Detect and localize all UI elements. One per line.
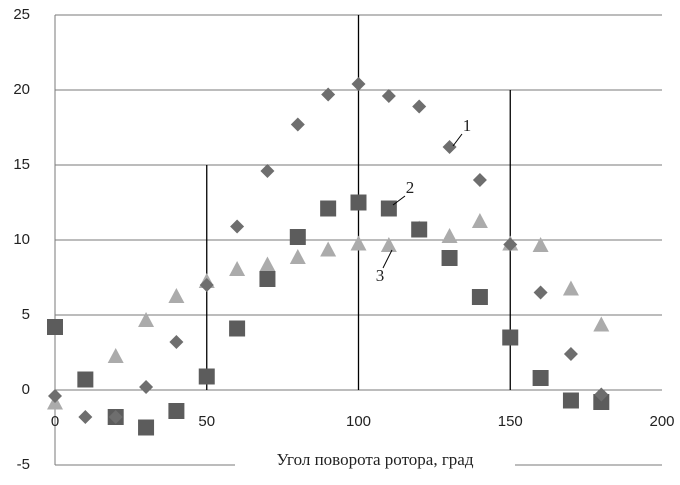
point xyxy=(198,368,215,385)
point xyxy=(503,237,518,252)
series-label: 1 xyxy=(463,116,472,135)
point xyxy=(532,237,549,252)
point xyxy=(350,194,367,211)
point xyxy=(138,312,155,327)
point xyxy=(533,285,548,300)
point xyxy=(412,99,427,114)
point xyxy=(229,320,246,337)
point xyxy=(381,89,396,103)
point xyxy=(107,348,124,363)
point xyxy=(290,117,305,132)
point xyxy=(289,229,306,245)
point xyxy=(77,371,94,388)
point xyxy=(320,241,337,257)
y-tick-label: -5 xyxy=(17,456,30,473)
series-label: 2 xyxy=(406,178,415,197)
point xyxy=(138,419,155,436)
point xyxy=(563,347,578,361)
point xyxy=(259,271,276,287)
label-leader xyxy=(392,195,406,206)
point xyxy=(441,228,458,243)
point xyxy=(289,249,306,264)
point xyxy=(442,140,457,154)
point xyxy=(169,335,184,349)
point xyxy=(380,237,397,252)
point xyxy=(168,403,185,419)
point xyxy=(594,387,609,402)
point xyxy=(411,221,428,238)
x-label-bg xyxy=(235,450,515,472)
point xyxy=(532,370,549,386)
point xyxy=(471,289,488,305)
point xyxy=(562,392,579,409)
x-axis-label: Угол поворота ротора, град xyxy=(276,450,473,469)
x-tick-label: 50 xyxy=(198,413,215,430)
x-tick-label: 0 xyxy=(51,413,59,430)
y-tick-label: 25 xyxy=(13,6,30,23)
point xyxy=(593,316,610,332)
point xyxy=(321,87,336,102)
point xyxy=(350,235,367,251)
y-tick-label: 20 xyxy=(13,81,30,98)
y-tick-label: 5 xyxy=(22,306,30,323)
point xyxy=(229,261,246,276)
point xyxy=(260,164,275,178)
point xyxy=(48,389,62,403)
point xyxy=(471,213,488,228)
y-tick-label: 15 xyxy=(13,156,30,173)
point xyxy=(108,410,123,424)
point xyxy=(320,200,337,217)
point xyxy=(593,394,610,410)
point xyxy=(441,250,458,266)
point xyxy=(139,380,154,394)
point xyxy=(351,77,366,91)
point xyxy=(380,200,397,217)
point xyxy=(259,256,276,272)
point xyxy=(47,319,63,335)
point xyxy=(168,288,185,303)
point xyxy=(230,219,245,234)
y-tick-label: 10 xyxy=(13,231,30,248)
x-tick-label: 200 xyxy=(649,413,674,430)
x-tick-label: 150 xyxy=(498,413,523,430)
label-leader xyxy=(382,249,393,269)
point xyxy=(562,280,579,296)
point xyxy=(78,410,93,424)
point xyxy=(199,278,214,292)
y-tick-label: 0 xyxy=(22,381,30,398)
x-tick-label: 100 xyxy=(346,413,371,430)
point xyxy=(472,173,487,187)
point xyxy=(502,329,519,346)
series-label: 3 xyxy=(376,266,385,285)
label-leader xyxy=(452,133,463,147)
